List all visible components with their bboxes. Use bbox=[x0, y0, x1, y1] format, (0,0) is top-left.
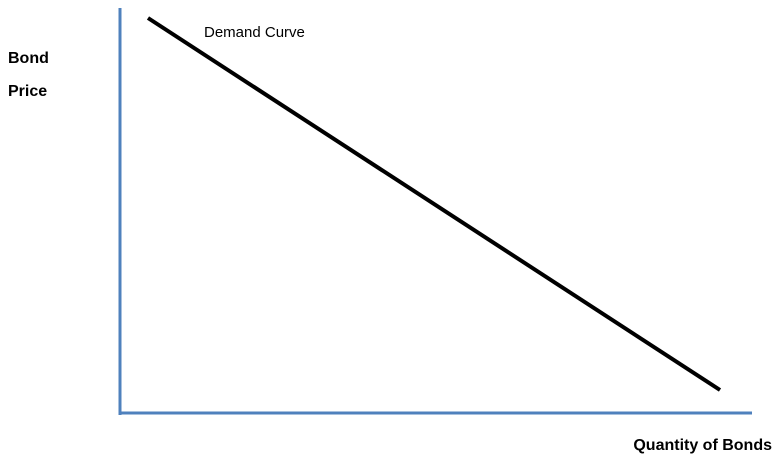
y-axis-label: Price bbox=[8, 83, 47, 100]
y-axis-label: Bond bbox=[8, 50, 49, 67]
demand-curve bbox=[146, 16, 722, 392]
x-axis-label: Quantity of Bonds bbox=[633, 437, 772, 454]
curve-label: Demand Curve bbox=[204, 24, 305, 41]
